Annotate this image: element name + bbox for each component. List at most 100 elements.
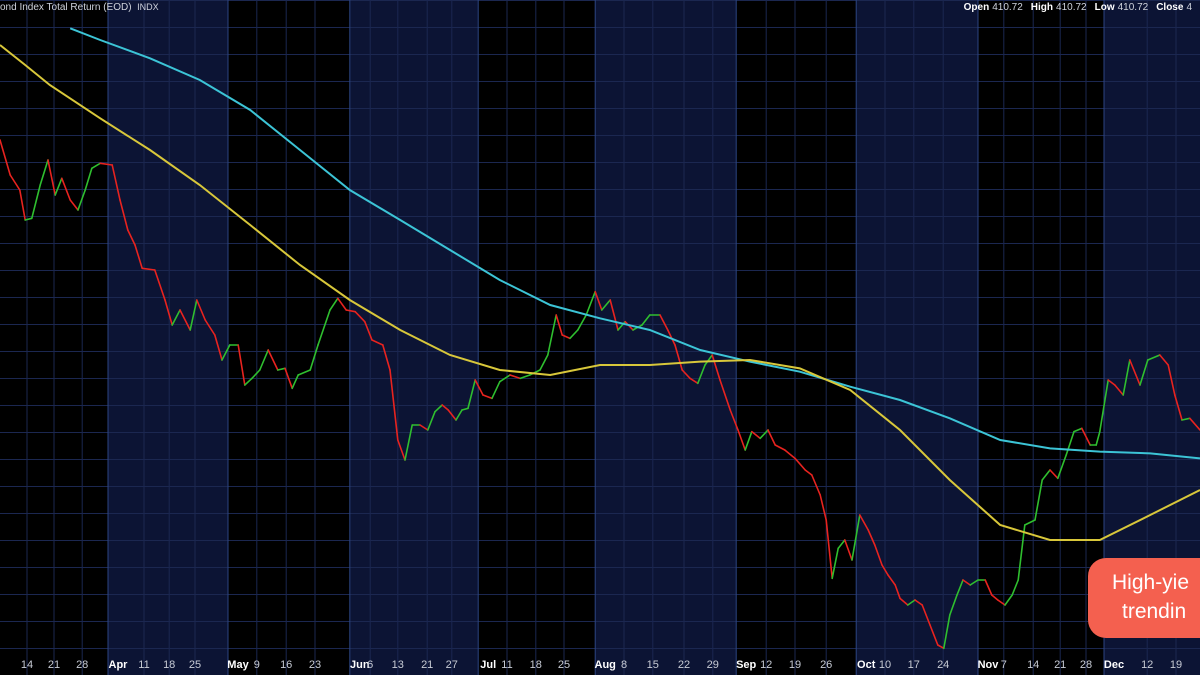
price-segment (434, 404, 444, 413)
price-segment (851, 514, 861, 561)
price-segment (267, 349, 279, 371)
price-segment (54, 177, 63, 196)
moving-average (69, 27, 1200, 460)
x-tick-label: 8 (621, 659, 627, 671)
x-tick-label: Jul (480, 659, 496, 671)
price-segment (704, 354, 714, 366)
price-segment (1167, 364, 1176, 396)
x-tick-label: 28 (76, 659, 88, 671)
price-segment (363, 320, 373, 341)
ohlc-value: 4 (1186, 2, 1192, 13)
price-segment (750, 430, 762, 440)
price-segment (244, 377, 253, 386)
ohlc: Open 410.72 High 410.72 Low 410.72 Close 4 (964, 2, 1200, 13)
price-segment (906, 599, 916, 606)
price-segment (171, 309, 181, 326)
x-tick-label: 19 (1170, 659, 1182, 671)
price-segment (767, 429, 777, 446)
price-segment (729, 409, 739, 431)
price-segment (141, 267, 156, 271)
x-tick-label: 6 (367, 659, 373, 671)
price-segment (371, 339, 384, 346)
price-segment (491, 380, 501, 400)
price-segment (99, 162, 113, 166)
price-segment (214, 334, 223, 361)
price-segment (1147, 354, 1161, 361)
price-segment (744, 430, 753, 451)
x-tick-label: 7 (1001, 659, 1007, 671)
x-tick-label: Apr (109, 659, 129, 671)
ohlc-label: Close (1156, 2, 1184, 13)
x-tick-label: 12 (760, 659, 772, 671)
price-segment (77, 189, 86, 211)
annotation: High-yie trendin (1088, 558, 1200, 638)
x-tick-label: 16 (280, 659, 292, 671)
price-segment (681, 369, 691, 380)
x-tick-label: 18 (163, 659, 175, 671)
header-title: ond Index Total Return (EOD) INDX (0, 2, 159, 13)
price-segment (1189, 417, 1200, 431)
title: ond Index Total Return (EOD) (0, 2, 132, 13)
price-segment (867, 529, 876, 546)
ohlc-label: Low (1094, 2, 1115, 13)
price-segment (1099, 379, 1109, 433)
price-segment (837, 539, 846, 550)
price-segment (291, 374, 300, 390)
x-tick-label: 10 (879, 659, 891, 671)
x-tick-label: 26 (820, 659, 832, 671)
price-segment (576, 314, 588, 331)
price-segment (317, 309, 331, 346)
price-segment (258, 349, 270, 371)
price-segment (309, 344, 319, 371)
price-segment (441, 404, 450, 411)
price-segment (467, 379, 477, 410)
price-segment (858, 514, 870, 531)
x-tick-label: Aug (595, 659, 616, 671)
price-segment (887, 574, 897, 586)
x-tick-label: 12 (1141, 659, 1153, 671)
price-segment (1004, 594, 1014, 606)
price-segment (929, 624, 939, 646)
price-segment (594, 290, 603, 311)
price-segment (819, 494, 828, 521)
x-tick-label: Dec (1104, 659, 1124, 671)
price-segment (962, 579, 972, 586)
price-segment (996, 599, 1006, 606)
moving-average (0, 44, 1200, 541)
x-tick-label: 9 (254, 659, 260, 671)
price-segment (894, 584, 901, 600)
price-segment (737, 429, 747, 451)
price-segment (1095, 430, 1101, 446)
price-segment (783, 449, 796, 460)
x-tick-label: 24 (937, 659, 949, 671)
price-segment (221, 344, 231, 361)
price-segment (204, 319, 216, 336)
price-segment (519, 374, 531, 380)
price-segment (461, 407, 469, 411)
price-segment (389, 369, 399, 441)
x-tick-label: 27 (446, 659, 458, 671)
x-tick-label: 14 (21, 659, 33, 671)
price-segment (345, 309, 357, 313)
price-segment (329, 297, 339, 311)
x-tick-label: 13 (392, 659, 404, 671)
x-tick-label: 19 (789, 659, 801, 671)
price-segment (419, 424, 429, 431)
price-segment (641, 314, 651, 326)
price-segment (984, 579, 993, 596)
price-segment (1122, 359, 1131, 396)
price-segment (1181, 417, 1191, 421)
x-tick-label: 15 (647, 659, 659, 671)
price-segment (509, 374, 522, 380)
x-tick-label: 28 (1080, 659, 1092, 671)
price-segment (914, 599, 924, 606)
price-segment (237, 344, 246, 386)
price-segment (1057, 454, 1067, 480)
price-segment (91, 162, 101, 170)
price-segment (498, 374, 511, 383)
price-segment (284, 367, 294, 390)
price-segment (381, 344, 391, 371)
price-segment (1159, 354, 1169, 366)
